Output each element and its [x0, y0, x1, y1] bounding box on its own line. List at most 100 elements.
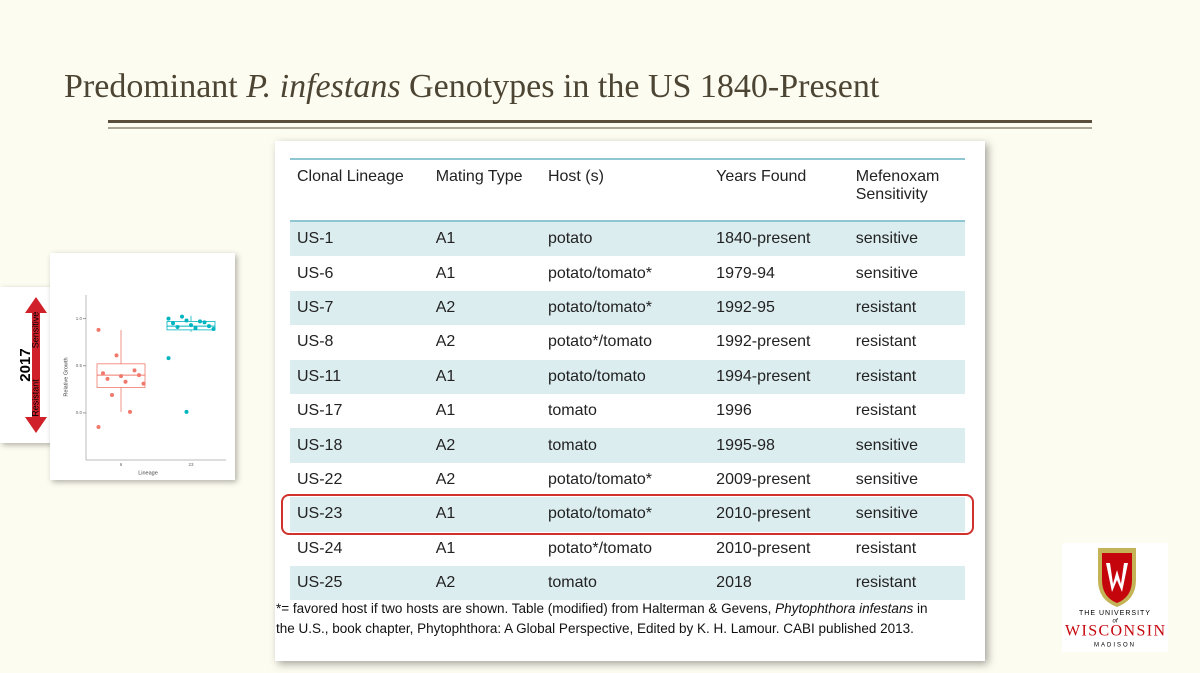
point: [193, 326, 198, 330]
sensitive-label: Sensitive: [30, 312, 40, 349]
table-cell: 2009-present: [716, 470, 811, 488]
table-cell: 1996: [716, 402, 752, 420]
inset-chart: 0.0 0.5 1.0 Relative Growth Lineage 6 23: [63, 295, 226, 476]
table-cell: potato/tomato*: [540, 290, 710, 326]
table-cell: A1: [435, 539, 456, 557]
table-cell: A2: [428, 428, 541, 463]
table-cell: 1840-present: [709, 221, 849, 257]
footnote-italic: Phytophthora infestans: [775, 601, 914, 616]
y-axis-label: Relative Growth: [63, 357, 69, 396]
x-axis-label: Lineage: [138, 470, 158, 476]
table-cell: 1979-94: [716, 264, 775, 282]
table-cell: US-24: [297, 539, 343, 557]
table-cell: US-8: [297, 333, 334, 351]
title-italic: P. infestans: [246, 68, 401, 105]
logo-line3: WISCONSIN: [1065, 623, 1165, 640]
table-cell: potato*/tomato: [547, 539, 653, 557]
table-cell: potato/tomato*: [547, 470, 653, 488]
x-tick-label: 23: [188, 462, 194, 467]
table-cell: US-1: [290, 221, 429, 257]
table-cell: A1: [428, 497, 541, 532]
table-cell: 1995-98: [709, 428, 849, 463]
footnote-text: *= favored host if two hosts are shown. …: [276, 601, 776, 616]
point: [101, 371, 105, 376]
table-row: US-11 A1 potato/tomato 1994-present resistan…: [290, 359, 965, 394]
table-cell: 1992-95: [709, 290, 849, 326]
x-tick-label: 6: [120, 462, 123, 467]
point: [166, 356, 171, 361]
table-row: US-24 A1 potato*/tomato 2010-present resista…: [290, 532, 965, 566]
table-cell: potato*/tomato: [547, 333, 653, 351]
y-tick-label: 0.0: [76, 410, 83, 415]
table-cell: A2: [428, 290, 541, 326]
table-cell: resistant: [855, 402, 917, 420]
table-cell: tomato: [547, 402, 597, 420]
point: [184, 318, 189, 323]
point: [175, 325, 180, 330]
logo-line1: THE UNIVERSITY: [1079, 610, 1151, 617]
y-tick-label: 1.0: [76, 316, 83, 321]
point: [211, 326, 216, 331]
table-cell: tomato: [540, 428, 710, 463]
table-cell: US-22: [297, 470, 343, 488]
table-cell: 1994-present: [709, 359, 849, 394]
table-row: US-6 A1 potato/tomato* 1979-94 sensitive: [290, 256, 965, 290]
table-cell: resistant: [855, 539, 917, 557]
column-header: Clonal Lineage: [290, 158, 429, 222]
table-cell: 2018: [709, 565, 849, 601]
table-cell: sensitive: [855, 470, 918, 488]
table-cell: A2: [435, 333, 456, 351]
point: [202, 320, 207, 325]
point: [171, 321, 175, 326]
table-cell: A2: [428, 565, 541, 601]
table-cell: potato/tomato: [540, 359, 710, 394]
table-cell: resistant: [855, 333, 917, 351]
column-header: Mating Type: [428, 158, 541, 222]
table-cell: A1: [435, 264, 456, 282]
point: [198, 319, 202, 324]
table-cell: resistant: [848, 359, 965, 394]
column-header: Mefenoxam Sensitivity: [848, 158, 965, 222]
table-cell: sensitive: [855, 264, 918, 282]
table-cell: US-25: [290, 565, 429, 601]
genotype-table: Clonal Lineage Mating Type Host (s) Years F…: [290, 158, 965, 601]
y-tick-label: 0.5: [76, 363, 83, 368]
point: [119, 374, 123, 379]
table-cell: US-17: [297, 402, 343, 420]
table-cell: US-6: [297, 264, 334, 282]
table-cell: potato/tomato*: [547, 264, 653, 282]
point: [123, 379, 128, 384]
point: [110, 392, 114, 397]
point: [207, 324, 211, 329]
table-row: US-18 A2 tomato 1995-98 sensitive: [290, 428, 965, 463]
table-cell: A1: [435, 402, 456, 420]
logo-line2: of: [1112, 619, 1118, 625]
table-cell: US-7: [290, 290, 429, 326]
table-cell: US-18: [290, 428, 429, 463]
table-cell: A2: [435, 470, 456, 488]
row-highlight: [281, 494, 974, 535]
point: [166, 316, 171, 321]
table-cell: tomato: [540, 565, 710, 601]
title-text: Genotypes in the US 1840-Present: [400, 68, 880, 105]
table-row: US-23 A1 potato/tomato* 2010-present sensiti…: [290, 497, 965, 532]
logo-line4: MADISON: [1094, 643, 1136, 649]
resistant-label: Resistant: [30, 379, 40, 417]
footnote: *= favored host if two hosts are shown. …: [276, 599, 936, 639]
point: [184, 409, 189, 414]
table-cell: 2010-present: [716, 539, 811, 557]
point: [128, 409, 132, 414]
table-cell: A1: [428, 359, 541, 394]
point: [189, 323, 193, 328]
table-cell: potato/tomato*: [540, 497, 710, 532]
table-cell: US-11: [290, 359, 429, 394]
table-row: US-1 A1 potato 1840-present sensitive: [290, 221, 965, 257]
table-cell: sensitive: [848, 497, 965, 532]
table-cell: sensitive: [848, 221, 965, 257]
inset-box: [50, 253, 235, 480]
table-row: US-8 A2 potato*/tomato 1992-present resistan…: [290, 325, 965, 359]
logo-w: [1106, 563, 1128, 592]
table-cell: resistant: [848, 290, 965, 326]
point: [137, 373, 141, 378]
